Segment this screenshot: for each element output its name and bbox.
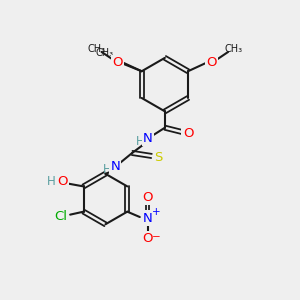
Text: H: H [136, 135, 145, 148]
Text: O: O [142, 191, 153, 204]
Text: −: − [152, 232, 161, 242]
Text: O: O [207, 56, 217, 69]
Text: S: S [154, 151, 162, 164]
Text: O: O [142, 232, 153, 245]
Text: +: + [152, 207, 161, 217]
Text: CH₃: CH₃ [88, 44, 106, 54]
Text: CH₃: CH₃ [95, 48, 114, 59]
Text: N: N [143, 132, 153, 145]
Text: H: H [103, 163, 112, 176]
Text: H: H [46, 175, 55, 188]
Text: CH₃: CH₃ [224, 44, 242, 54]
Text: O: O [58, 176, 68, 188]
Text: O: O [113, 56, 123, 69]
Text: O: O [113, 56, 123, 69]
Text: N: N [110, 160, 120, 173]
Text: O: O [183, 127, 193, 140]
Text: Cl: Cl [55, 210, 68, 223]
Text: N: N [142, 212, 152, 225]
